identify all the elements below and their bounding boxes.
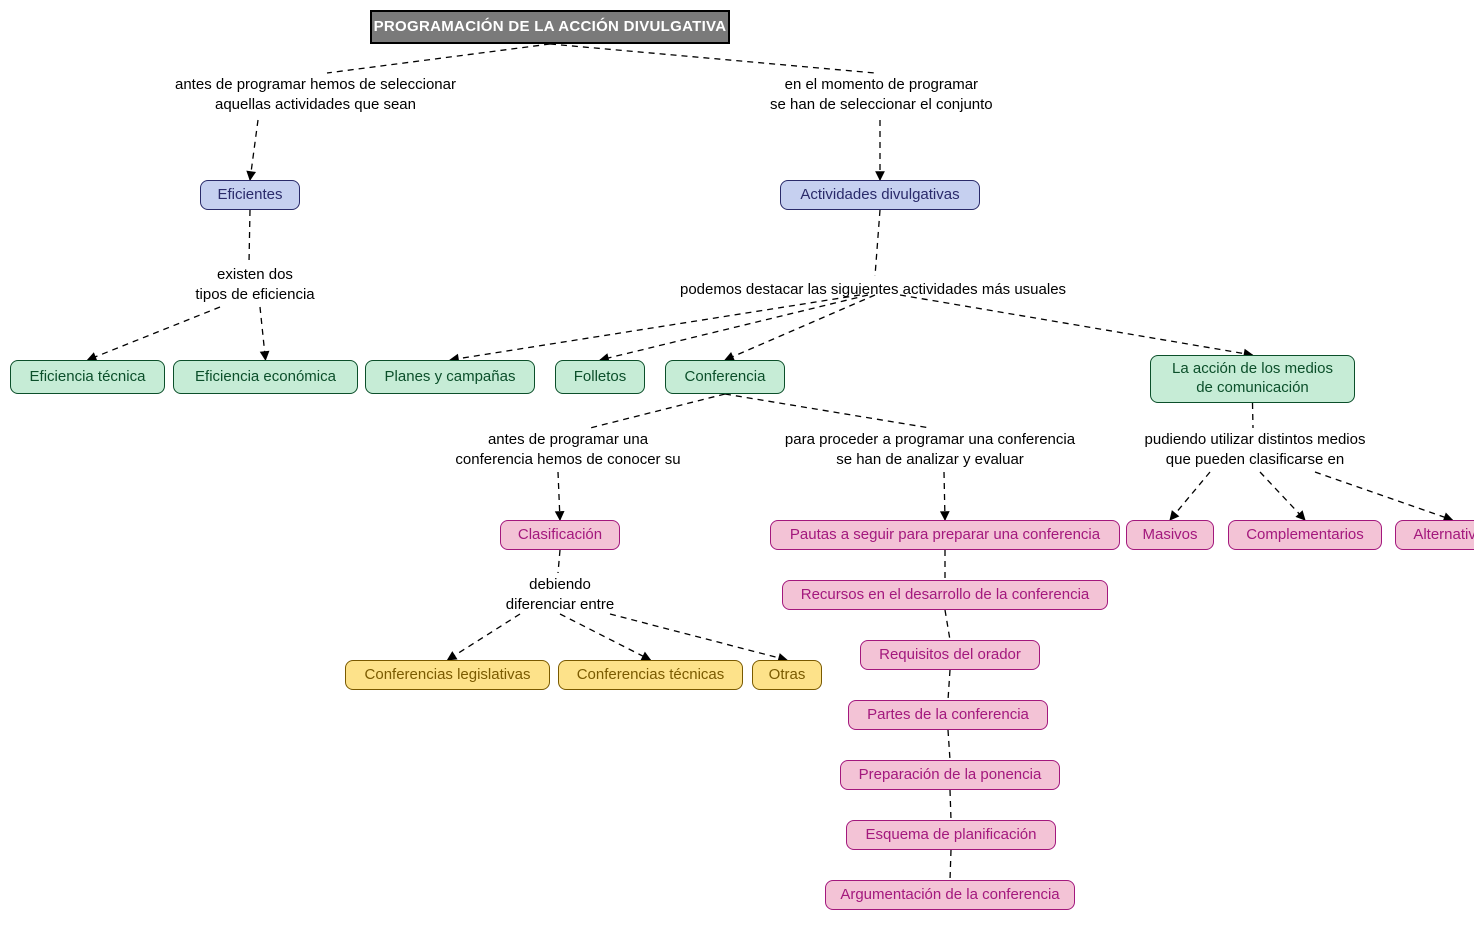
concept-map-canvas: PROGRAMACIÓN DE LA ACCIÓN DIVULGATIVA Ef…	[0, 0, 1474, 941]
node-argumentacion: Argumentación de la conferencia	[825, 880, 1075, 910]
node-preparacion: Preparación de la ponencia	[840, 760, 1060, 790]
node-actividades: Actividades divulgativas	[780, 180, 980, 210]
node-eficientes: Eficientes	[200, 180, 300, 210]
label-l7: pudiendo utilizar distintos mediosque pu…	[1125, 430, 1385, 471]
node-masivos: Masivos	[1126, 520, 1214, 550]
label-l3: existen dostipos de eficiencia	[190, 265, 320, 306]
node-complementarios: Complementarios	[1228, 520, 1382, 550]
label-l1: antes de programar hemos de seleccionara…	[175, 75, 456, 116]
label-l4: podemos destacar las siguientes activida…	[680, 280, 1066, 300]
node-requisitos: Requisitos del orador	[860, 640, 1040, 670]
label-l6: para proceder a programar una conferenci…	[770, 430, 1090, 471]
node-conf-legislativas: Conferencias legislativas	[345, 660, 550, 690]
edges-layer	[0, 0, 1474, 941]
label-l2: en el momento de programarse han de sele…	[770, 75, 993, 116]
label-l8: debiendodiferenciar entre	[495, 575, 625, 616]
node-alternativos: Alternativos	[1395, 520, 1474, 550]
node-conf-tecnicas: Conferencias técnicas	[558, 660, 743, 690]
node-medios-text: La acción de los mediosde comunicación	[1172, 360, 1333, 398]
node-otras: Otras	[752, 660, 822, 690]
node-partes: Partes de la conferencia	[848, 700, 1048, 730]
node-eficiencia-tecnica: Eficiencia técnica	[10, 360, 165, 394]
node-medios: La acción de los mediosde comunicación	[1150, 355, 1355, 403]
node-conferencia: Conferencia	[665, 360, 785, 394]
node-pautas: Pautas a seguir para preparar una confer…	[770, 520, 1120, 550]
node-esquema: Esquema de planificación	[846, 820, 1056, 850]
node-folletos: Folletos	[555, 360, 645, 394]
node-eficiencia-economica: Eficiencia económica	[173, 360, 358, 394]
root-node: PROGRAMACIÓN DE LA ACCIÓN DIVULGATIVA	[370, 10, 730, 44]
node-planes: Planes y campañas	[365, 360, 535, 394]
label-l5: antes de programar unaconferencia hemos …	[443, 430, 693, 471]
node-recursos: Recursos en el desarrollo de la conferen…	[782, 580, 1108, 610]
node-clasificacion: Clasificación	[500, 520, 620, 550]
